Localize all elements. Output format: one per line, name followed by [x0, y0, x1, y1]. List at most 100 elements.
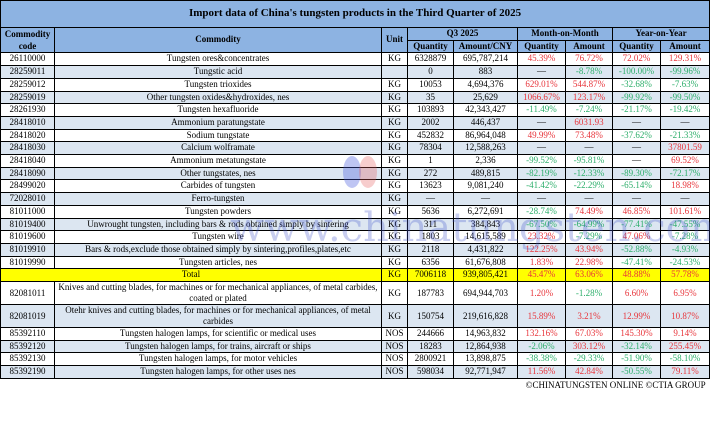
- table-row: 81019990 Tungsten articles, nes KG 6356 61,6…: [0, 255, 710, 270]
- cell-q3-amount: 6,272,691: [453, 204, 518, 219]
- cell-q3-amount: 694,944,703: [453, 281, 518, 306]
- cell-q3-quantity: 311: [407, 217, 454, 232]
- cell-yoy-amount: 79.11%: [659, 365, 710, 379]
- cell-q3-amount: 25,629: [453, 90, 518, 105]
- cell-code: 72028010: [0, 192, 55, 206]
- header-code: Commodity code: [0, 26, 55, 54]
- cell-unit: KG: [381, 281, 408, 306]
- cell-q3-amount: 4,694,376: [453, 77, 518, 92]
- cell-mom-quantity: 23.32%: [517, 230, 566, 244]
- table-row: 81019600 Tungsten wire KG 1803 14,615,589 23.…: [0, 230, 710, 244]
- cell-commodity: Sodium tungstate: [54, 128, 382, 143]
- cell-unit: KG: [381, 230, 408, 244]
- table-row: 28418020 Sodium tungstate KG 452832 86,964,0…: [0, 128, 710, 143]
- cell-code: 26110000: [0, 52, 55, 67]
- cell-unit: [381, 65, 408, 79]
- cell-code: 28418090: [0, 166, 55, 181]
- cell-q3-quantity: 272: [407, 166, 454, 181]
- cell-code: 28418020: [0, 128, 55, 143]
- cell-mom-amount: 22.98%: [565, 255, 613, 270]
- table-title: Import data of China's tungsten products…: [0, 0, 710, 28]
- cell-q3-quantity: 35: [407, 90, 454, 105]
- table-row: 81011000 Tungsten powders KG 5636 6,272,691-…: [0, 204, 710, 219]
- cell-mom-quantity: 629.01%: [517, 77, 566, 92]
- header-mom-quantity: Quantity: [517, 39, 566, 54]
- cell-code: 28259011: [0, 65, 55, 79]
- table-row: 28259019 Other tungsten oxides&hydroxides…: [0, 90, 710, 105]
- cell-unit: KG: [381, 192, 408, 206]
- cell-code: 28261930: [0, 103, 55, 117]
- cell-mom-amount: 6031.93: [565, 115, 613, 130]
- cell-unit: KG: [381, 242, 408, 257]
- cell-q3-quantity: 78304: [407, 141, 454, 156]
- cell-mom-quantity: —: [517, 65, 566, 79]
- cell-mom-quantity: -99.52%: [517, 154, 566, 168]
- cell-q3-quantity: 244666: [407, 327, 454, 341]
- cell-q3-amount: 42,343,427: [453, 103, 518, 117]
- cell-unit: KG: [381, 204, 408, 219]
- cell-yoy-quantity: —: [612, 154, 661, 168]
- cell-yoy-quantity: -100.00%: [612, 65, 661, 79]
- cell-q3-quantity: 598034: [407, 365, 454, 379]
- cell-q3-amount: 489,815: [453, 166, 518, 181]
- cell-yoy-amount: 69.52%: [659, 154, 710, 168]
- cell-commodity: Tungsten powders: [54, 204, 382, 219]
- cell-unit: NOS: [381, 352, 408, 367]
- header-q3-amount: Amount/CNY: [453, 39, 518, 54]
- cell-mom-quantity: 1066.67%: [517, 90, 566, 105]
- cell-q3-amount: 939,805,421: [453, 268, 518, 283]
- cell-mom-amount: -7.29%: [565, 230, 613, 244]
- cell-yoy-amount: -19.42%: [659, 103, 710, 117]
- cell-q3-amount: 384,843: [453, 217, 518, 232]
- cell-mom-quantity: -28.74%: [517, 204, 566, 219]
- cell-q3-quantity: 10053: [407, 77, 454, 92]
- cell-yoy-amount: 255.45%: [659, 339, 710, 354]
- cell-yoy-amount: -7.28%: [659, 230, 710, 244]
- cell-mom-amount: -1.28%: [565, 281, 613, 306]
- cell-commodity: Tungsten wire: [54, 230, 382, 244]
- cell-mom-amount: 73.48%: [565, 128, 613, 143]
- cell-q3-amount: 695,787,214: [453, 52, 518, 67]
- cell-yoy-amount: -58.10%: [659, 352, 710, 367]
- total-row: Total KG 7006118 939,805,421 45.47% 63.06% 48.…: [0, 268, 710, 283]
- cell-mom-quantity: -2.06%: [517, 339, 566, 354]
- cell-q3-amount: 9,081,240: [453, 179, 518, 194]
- table-row: 28261930 Tungsten hexafluoride KG 103893 42,…: [0, 103, 710, 117]
- cell-mom-quantity: 45.39%: [517, 52, 566, 67]
- cell-q3-amount: 883: [453, 65, 518, 79]
- cell-code: 81019910: [0, 242, 55, 257]
- cell-unit: KG: [381, 268, 408, 283]
- cell-mom-amount: 42.84%: [565, 365, 613, 379]
- cell-q3-quantity: 7006118: [407, 268, 454, 283]
- cell-mom-amount: -95.81%: [565, 154, 613, 168]
- cell-unit: KG: [381, 179, 408, 194]
- cell-yoy-quantity: —: [612, 115, 661, 130]
- cell-code: 85392130: [0, 352, 55, 367]
- cell-yoy-amount: -24.53%: [659, 255, 710, 270]
- cell-yoy-quantity: 145.30%: [612, 327, 661, 341]
- cell-q3-amount: 12,588,263: [453, 141, 518, 156]
- cell-q3-amount: 92,771,947: [453, 365, 518, 379]
- cell-mom-amount: -22.29%: [565, 179, 613, 194]
- cell-unit: NOS: [381, 339, 408, 354]
- cell-mom-amount: —: [565, 192, 613, 206]
- table-row: 85392110 Tungsten halogen lamps, for scie…: [0, 327, 710, 341]
- cell-mom-quantity: 11.56%: [517, 365, 566, 379]
- header-mom: Month-on-Month: [517, 27, 613, 41]
- cell-yoy-amount: -4.93%: [659, 242, 710, 257]
- cell-q3-quantity: 0: [407, 65, 454, 79]
- cell-mom-amount: -64.99%: [565, 217, 613, 232]
- cell-q3-quantity: 452832: [407, 128, 454, 143]
- cell-q3-amount: 61,676,808: [453, 255, 518, 270]
- cell-mom-amount: —: [565, 141, 613, 156]
- table-row: 72028010 Ferro-tungsten KG — — — — — —: [0, 192, 710, 206]
- cell-mom-amount: -8.78%: [565, 65, 613, 79]
- cell-yoy-quantity: 72.02%: [612, 52, 661, 67]
- cell-q3-amount: —: [453, 192, 518, 206]
- cell-commodity: Tungsten halogen lamps, for other uses n…: [54, 365, 382, 379]
- cell-yoy-quantity: -52.88%: [612, 242, 661, 257]
- cell-unit: KG: [381, 255, 408, 270]
- cell-mom-quantity: -41.42%: [517, 179, 566, 194]
- cell-unit: KG: [381, 154, 408, 168]
- cell-q3-amount: 446,437: [453, 115, 518, 130]
